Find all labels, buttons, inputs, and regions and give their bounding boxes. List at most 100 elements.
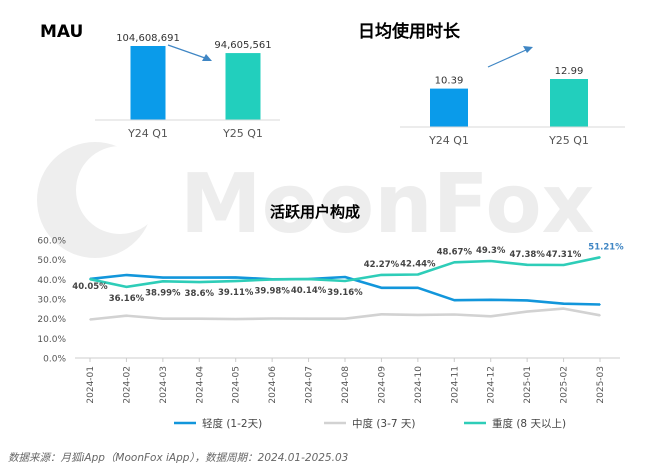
daily-usage-panel: 日均使用时长 10.39 Y24 Q1 12.99 Y25 Q1	[358, 21, 625, 147]
x-tick-label: 2024-08	[341, 366, 351, 404]
usage-bars: 10.39 Y24 Q1 12.99 Y25 Q1	[428, 66, 589, 147]
series-point	[453, 299, 456, 301]
x-axis: 2024-01 2024-02 2024-03 2024-04 2024-05 2024-…	[86, 358, 606, 404]
data-label: 42.27%	[364, 260, 400, 270]
data-source-footer: 数据来源：月狐iApp（MoonFox iApp），数据周期：2024.01-2…	[8, 452, 349, 464]
data-label: 38.6%	[185, 289, 215, 299]
series-point	[162, 276, 164, 279]
data-label: 42.44%	[400, 260, 436, 270]
data-label: 38.99%	[145, 288, 181, 298]
mau-panel: MAU 104,608,691 Y24 Q1 94,605,561 Y25 Q1	[40, 22, 280, 140]
x-tick-label: 2024-02	[122, 366, 132, 404]
series-point	[89, 318, 91, 321]
watermark-text: MoonFox	[180, 157, 595, 252]
data-label: 51.21%	[588, 242, 624, 252]
daily-usage-title: 日均使用时长	[358, 21, 461, 42]
data-label: 47.38%	[509, 250, 545, 260]
bar-value-label: 104,608,691	[116, 33, 180, 44]
series-point	[599, 256, 601, 259]
series-point	[599, 303, 601, 306]
bar-y25-q1	[550, 79, 588, 127]
series-point	[489, 315, 492, 318]
data-label: 39.98%	[254, 286, 290, 296]
line-chart-title: 活跃用户构成	[270, 203, 360, 221]
bar-category-label: Y25 Q1	[548, 134, 589, 147]
mau-trend-arrow-icon	[167, 44, 212, 61]
series-point	[599, 314, 601, 317]
data-label: 48.67%	[437, 247, 473, 257]
bar-y25-q1	[225, 53, 261, 120]
y-tick-label: 0.0%	[43, 355, 66, 365]
series-point	[526, 264, 528, 266]
x-tick-label: 2024-07	[305, 366, 315, 404]
y-tick-label: 30.0%	[37, 296, 66, 306]
x-tick-label: 2024-06	[268, 366, 278, 404]
series-point	[344, 317, 346, 320]
series-point	[162, 317, 164, 320]
series-point	[271, 317, 273, 320]
series-point	[125, 314, 128, 317]
x-tick-label: 2024-09	[377, 366, 387, 404]
y-tick-label: 50.0%	[37, 256, 66, 266]
series-point	[562, 264, 565, 266]
y-tick-label: 20.0%	[37, 315, 66, 325]
series-point	[380, 274, 383, 276]
x-tick-label: 2024-03	[159, 366, 169, 404]
series-line-1	[89, 307, 601, 321]
data-label: 40.14%	[291, 286, 327, 296]
series-point	[526, 299, 528, 302]
series-point	[344, 280, 346, 282]
series-point	[89, 278, 91, 281]
series-point	[198, 281, 201, 283]
bar-value-label: 94,605,561	[214, 40, 271, 51]
x-tick-label: 2024-05	[232, 366, 242, 404]
series-point	[489, 298, 492, 301]
series-lines	[89, 256, 601, 321]
x-tick-label: 2024-04	[195, 366, 205, 404]
y-tick-label: 40.0%	[37, 276, 66, 286]
series-point	[380, 286, 383, 289]
x-tick-label: 2025-02	[560, 366, 570, 404]
series-point	[234, 318, 237, 320]
x-tick-label: 2025-01	[523, 366, 533, 404]
series-point	[162, 280, 164, 283]
series-point	[380, 313, 383, 316]
bar-category-label: Y24 Q1	[127, 127, 168, 140]
data-label: 39.16%	[327, 288, 363, 298]
bar-category-label: Y25 Q1	[222, 127, 263, 140]
usage-trend-arrow-icon	[487, 46, 533, 68]
series-point	[307, 278, 310, 280]
series-point	[344, 276, 346, 278]
series-point	[562, 302, 565, 305]
legend-label: 轻度 (1-2天)	[202, 417, 262, 430]
series-point	[198, 276, 201, 279]
series-point	[271, 278, 273, 281]
data-labels: 40.05%36.16%38.99% 38.6% 39.11% 39.98% 40.14…	[72, 242, 624, 304]
y-tick-label: 60.0%	[37, 237, 66, 247]
moonfox-watermark: MoonFox	[37, 142, 595, 258]
series-line-2	[89, 256, 601, 289]
series-point	[125, 286, 128, 288]
series-point	[562, 307, 565, 310]
series-point	[526, 310, 528, 313]
series-point	[417, 314, 419, 316]
data-label: 39.11%	[218, 288, 254, 298]
series-point	[234, 276, 237, 279]
x-tick-label: 2025-03	[596, 366, 606, 404]
x-tick-label: 2024-11	[450, 366, 460, 404]
data-label: 47.31%	[546, 250, 582, 260]
data-label: 40.05%	[72, 282, 108, 292]
series-point	[198, 317, 201, 320]
data-label: 36.16%	[109, 294, 145, 304]
series-point	[417, 286, 419, 289]
bar-value-label: 10.39	[435, 76, 464, 87]
legend-label: 中度 (3-7 天)	[352, 417, 416, 430]
series-point	[307, 317, 310, 320]
series-point	[234, 280, 237, 282]
legend: 轻度 (1-2天) 中度 (3-7 天) 重度 (8 天以上)	[174, 417, 566, 430]
data-label: 49.3%	[476, 246, 506, 256]
x-tick-label: 2024-01	[86, 366, 96, 404]
bar-y24-q1	[430, 88, 468, 127]
y-axis: 0.0% 10.0% 20.0% 30.0% 40.0% 50.0% 60.0%	[37, 237, 66, 365]
